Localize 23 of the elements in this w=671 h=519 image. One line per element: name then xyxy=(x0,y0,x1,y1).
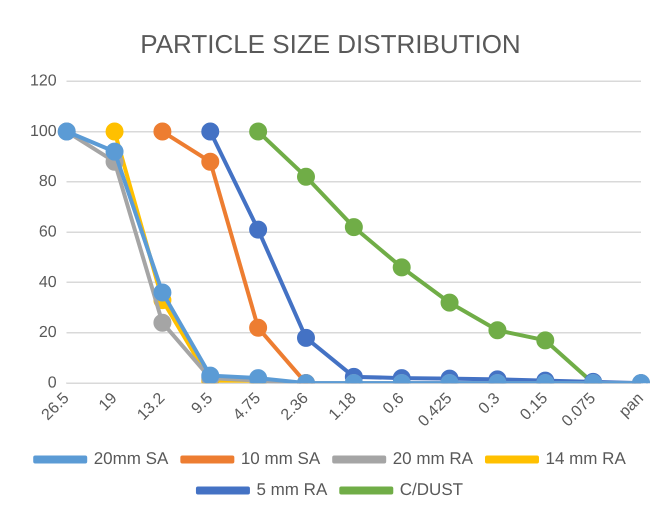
y-tick-label: 0 xyxy=(48,374,57,392)
y-tick-label: 120 xyxy=(30,72,57,90)
legend-label: 10 mm SA xyxy=(240,449,321,468)
legend-label: 20 mm RA xyxy=(392,449,474,468)
x-tick-label: 0.6 xyxy=(380,390,408,418)
legend-label: 20mm SA xyxy=(94,449,170,468)
chart-title: PARTICLE SIZE DISTRIBUTION xyxy=(140,28,521,59)
x-tick-label: 4.75 xyxy=(230,390,264,424)
x-tick-label: 13.2 xyxy=(134,390,168,424)
x-tick-label: pan xyxy=(616,390,647,421)
legend-label: 14 mm RA xyxy=(545,449,626,468)
y-tick-label: 80 xyxy=(38,173,57,190)
legend-label: 5 mm RA xyxy=(256,480,328,500)
y-tick-label: 20 xyxy=(38,324,57,342)
x-tick-label: 1.18 xyxy=(326,390,360,424)
x-tick-label: 9.5 xyxy=(188,390,216,418)
x-tick-label: 0.15 xyxy=(517,390,552,424)
y-tick-label: 100 xyxy=(30,122,57,140)
y-tick-label: 60 xyxy=(38,224,57,241)
y-tick-label: 40 xyxy=(38,274,57,291)
legend-label: C/DUST xyxy=(400,480,464,500)
x-tick-label: 0.3 xyxy=(476,390,504,418)
x-tick-label: 19 xyxy=(96,390,121,414)
